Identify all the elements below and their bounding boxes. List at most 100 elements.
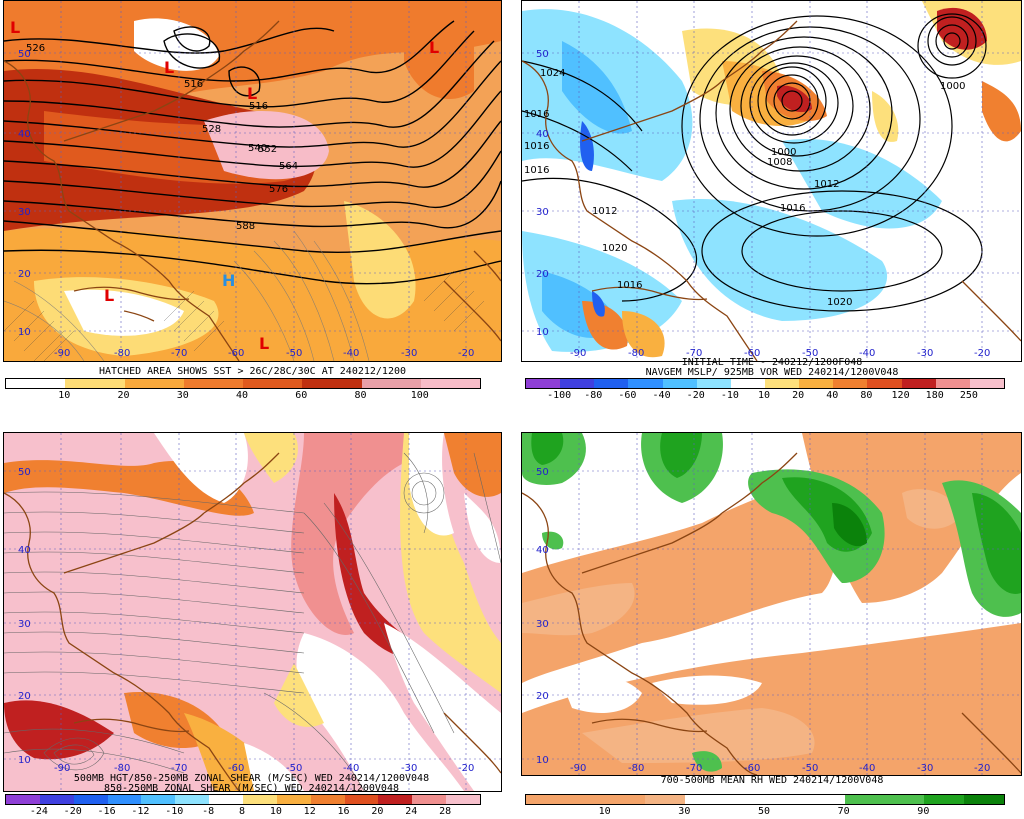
svg-text:-80: -80 [628,348,644,359]
colorbar-tick-label: 70 [837,806,850,817]
colorbar-swatch [605,795,646,804]
colorbar-swatch [272,379,303,388]
colorbar-tick-label: 120 [891,390,910,401]
colorbar-tick-label: 80 [860,390,873,401]
colorbar-swatch [213,379,243,388]
colorbar-tick-label: 20 [117,390,130,401]
colorbar-tick-label: -8 [202,806,215,817]
map-canvas: 50 40 30 20 10 -90 -80 -70 -60 -50 -40 -… [522,433,1021,775]
colorbar-swatch [725,795,765,804]
colorbar-tick-label: 30 [176,390,189,401]
high-center-label: H [222,271,235,290]
colorbar-swatch [183,379,214,388]
svg-text:-20: -20 [974,763,990,774]
colorbar-tick-label: -16 [97,806,116,817]
svg-text:1012: 1012 [814,179,839,190]
svg-text:-70: -70 [686,348,702,359]
colorbar-swatch [209,795,244,804]
svg-text:30: 30 [18,619,31,630]
lon-labels: -90 -80 -70 -60 -50 -40 -30 -20 [570,348,990,359]
colorbar-ticks: -24 -20 -16 -12 -10 -8 8 10 12 16 20 24 28 [5,806,479,818]
svg-text:50: 50 [536,49,549,60]
colorbar-tick-label: -10 [720,390,739,401]
contour-labels: 526 516 516 528 540 552 564 576 588 [26,43,298,232]
colorbar-swatch [65,379,95,388]
colorbar-swatch [276,795,311,804]
colorbar-swatch [804,795,845,804]
colorbar-swatch [310,795,345,804]
svg-text:1016: 1016 [780,203,805,214]
panel-caption: HATCHED AREA SHOWS SST > 26C/28C/30C AT … [98,366,407,377]
lat-labels: 50 40 30 20 10 [18,467,31,766]
colorbar-tick-label: 100 [410,390,429,401]
colorbar-ticks: -100 -80 -60 -40 -20 -10 10 20 40 80 120 180 250 [525,390,1003,402]
colorbar-tick-label: -100 [547,390,572,401]
svg-text:516: 516 [249,101,268,112]
colorbar-swatch [901,379,936,388]
svg-text:1016: 1016 [524,141,549,152]
svg-text:-80: -80 [114,763,130,774]
colorbar-swatch [964,795,1004,804]
colorbar-tick-label: 250 [959,390,978,401]
panel-zonal-shear: 50 40 30 20 10 -90 -80 -70 -60 -50 -40 -… [0,416,504,819]
svg-text:-90: -90 [54,348,70,359]
svg-text:-50: -50 [286,763,302,774]
map-mslp-vorticity: 1016 1024 1016 1020 1012 1008 1016 1012 … [521,0,1022,362]
svg-text:1008: 1008 [767,157,792,168]
colorbar-ticks: 10 30 50 70 90 [525,806,1003,818]
colorbar-tick-label: 90 [917,806,930,817]
svg-text:20: 20 [536,691,549,702]
colorbar-swatch [420,379,451,388]
svg-text:1000: 1000 [771,147,796,158]
low-center-label: L [104,286,114,305]
colorbar-swatch [645,795,686,804]
svg-text:-90: -90 [54,763,70,774]
map-mean-rh: 50 40 30 20 10 -90 -80 -70 -60 -50 -40 -… [521,432,1022,776]
svg-text:528: 528 [202,124,221,135]
svg-text:20: 20 [536,269,549,280]
colorbar-tick-label: 50 [757,806,771,817]
svg-text:-60: -60 [228,763,244,774]
svg-text:50: 50 [536,467,549,478]
colorbar-swatch [730,379,765,388]
panel-mslp-vorticity: 1016 1024 1016 1020 1012 1008 1016 1012 … [520,0,1024,404]
colorbar-tick-label: -80 [584,390,603,401]
svg-text:-60: -60 [744,763,760,774]
colorbar-swatch [35,379,66,388]
colorbar-swatch [391,379,421,388]
colorbar-swatch [565,795,606,804]
colorbar-swatch [361,379,392,388]
colorbar-tick-label: -10 [165,806,184,817]
svg-text:-40: -40 [859,763,875,774]
svg-text:516: 516 [184,79,203,90]
pressure-center-labels: L L L L L H L [10,18,439,353]
map-500mb-height: L L L L L H L 526 516 516 528 540 552 56… [3,0,502,362]
lon-labels: -90 -80 -70 -60 -50 -40 -30 -20 [54,763,474,774]
panel-caption: 850-250MB ZONAL SHEAR (M/SEC) WED 240214… [103,783,399,794]
svg-text:526: 526 [26,43,45,54]
colorbar-swatch [175,795,210,804]
svg-text:1020: 1020 [602,243,627,254]
svg-text:-20: -20 [974,348,990,359]
panel-caption: INITIAL TIME - 240212/1200F048 [681,357,863,368]
colorbar-swatch [764,379,800,388]
colorbar-tick-label: 20 [792,390,805,401]
colorbar [525,794,1005,805]
map-zonal-shear: 50 40 30 20 10 -90 -80 -70 -60 -50 -40 -… [3,432,502,792]
colorbar-swatch [662,379,697,388]
colorbar-swatch [331,379,362,388]
low-center-label: L [429,38,439,57]
colorbar-swatch [141,795,176,804]
lat-labels: 50 40 30 20 10 [536,467,549,766]
svg-text:1016: 1016 [524,165,549,176]
colorbar-tick-label: -20 [686,390,705,401]
svg-text:-20: -20 [458,763,474,774]
colorbar-tick-label: -24 [29,806,48,817]
colorbar-tick-label: 10 [757,390,771,401]
colorbar-swatch [764,795,805,804]
panel-caption: 500MB HGT/850-250MB ZONAL SHEAR (M/SEC) … [73,773,430,784]
svg-text:-80: -80 [114,348,130,359]
colorbar-tick-label: 10 [598,806,611,817]
colorbar [5,794,481,805]
svg-text:540: 540 [248,143,267,154]
